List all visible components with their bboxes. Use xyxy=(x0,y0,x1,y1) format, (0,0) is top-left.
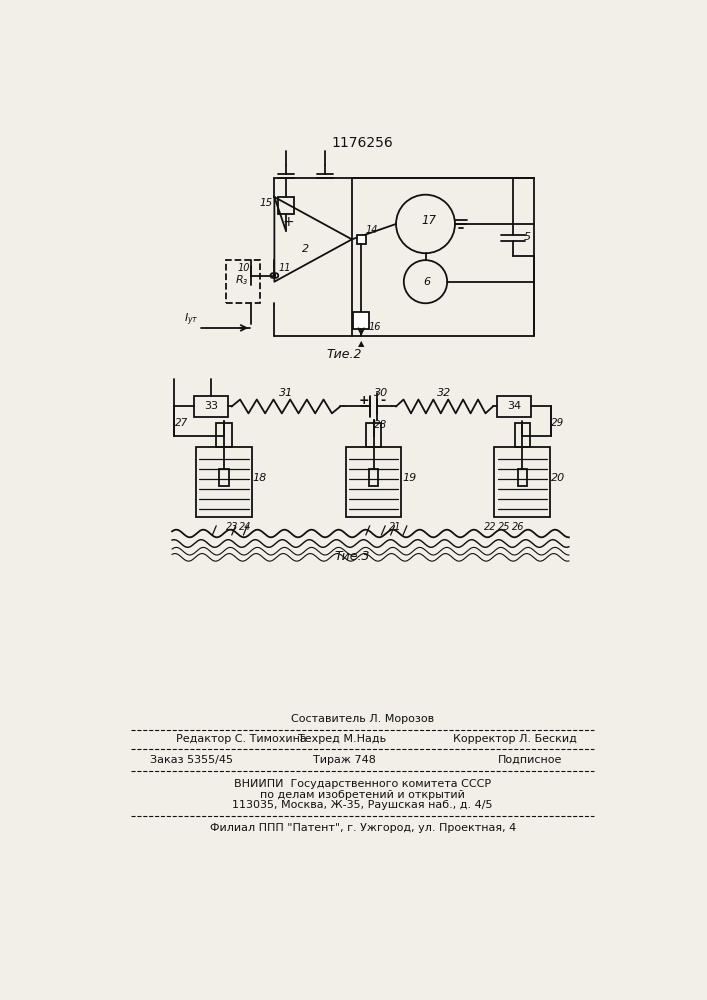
Text: Заказ 5355/45: Заказ 5355/45 xyxy=(151,755,233,765)
Bar xyxy=(369,469,378,486)
Text: Τие.3: Τие.3 xyxy=(334,550,370,563)
Text: 14: 14 xyxy=(366,225,378,235)
Text: 26: 26 xyxy=(511,522,524,532)
Text: +: + xyxy=(359,394,370,407)
Text: Техред М.Надь: Техред М.Надь xyxy=(298,734,386,744)
Text: Корректор Л. Бескид: Корректор Л. Бескид xyxy=(452,734,576,744)
Bar xyxy=(354,312,369,329)
Bar xyxy=(194,396,228,417)
Text: 6: 6 xyxy=(423,277,431,287)
Text: 5: 5 xyxy=(523,232,530,242)
Text: 34: 34 xyxy=(507,401,521,411)
Text: 19: 19 xyxy=(402,473,416,483)
Text: 29: 29 xyxy=(551,418,565,428)
Bar xyxy=(518,469,527,486)
Text: 30: 30 xyxy=(374,388,388,398)
Text: Редактор С. Тимохина: Редактор С. Тимохина xyxy=(176,734,307,744)
Text: Составитель Л. Морозов: Составитель Л. Морозов xyxy=(291,714,434,724)
Text: 16: 16 xyxy=(369,322,381,332)
Text: 20: 20 xyxy=(551,473,565,483)
Text: 113035, Москва, Ж-35, Раушская наб., д. 4/5: 113035, Москва, Ж-35, Раушская наб., д. … xyxy=(233,800,493,810)
Text: 24: 24 xyxy=(240,522,252,532)
Text: 22: 22 xyxy=(484,522,496,532)
Text: 17: 17 xyxy=(422,214,437,227)
Text: Подписное: Подписное xyxy=(498,755,562,765)
Text: +: + xyxy=(283,215,294,229)
Text: Τие.2: Τие.2 xyxy=(327,348,362,361)
Bar xyxy=(346,447,402,517)
Text: 25: 25 xyxy=(498,522,510,532)
Text: 10: 10 xyxy=(237,263,250,273)
Text: $R_з$: $R_з$ xyxy=(235,273,249,287)
Bar xyxy=(216,423,232,447)
Text: -: - xyxy=(380,394,385,407)
Text: Тираж 748: Тираж 748 xyxy=(312,755,375,765)
Text: 1176256: 1176256 xyxy=(332,136,394,150)
Text: 31: 31 xyxy=(279,388,293,398)
Text: 21: 21 xyxy=(389,522,402,532)
Text: 15: 15 xyxy=(260,198,273,208)
Bar xyxy=(196,447,252,517)
Bar xyxy=(494,447,550,517)
Bar xyxy=(497,396,531,417)
Text: 18: 18 xyxy=(252,473,267,483)
Text: по делам изобретений и открытий: по делам изобретений и открытий xyxy=(260,790,465,800)
Bar xyxy=(356,235,366,244)
Text: $I_{ут}$: $I_{ут}$ xyxy=(184,312,199,328)
Bar xyxy=(352,178,534,336)
Bar xyxy=(515,423,530,447)
Text: ▲: ▲ xyxy=(358,339,364,348)
Bar xyxy=(219,469,228,486)
Text: 11: 11 xyxy=(279,263,291,273)
Text: ВНИИПИ  Государственного комитета СССР: ВНИИПИ Государственного комитета СССР xyxy=(234,779,491,789)
Text: 33: 33 xyxy=(204,401,218,411)
Text: 28: 28 xyxy=(374,420,387,430)
Text: Филиал ППП "Патент", г. Ужгород, ул. Проектная, 4: Филиал ППП "Патент", г. Ужгород, ул. Про… xyxy=(209,823,516,833)
Bar xyxy=(366,423,381,447)
Bar xyxy=(279,197,293,214)
Text: 27: 27 xyxy=(175,418,188,428)
Text: 23: 23 xyxy=(226,522,238,532)
Text: 2: 2 xyxy=(302,244,309,254)
Text: 32: 32 xyxy=(438,388,452,398)
Bar xyxy=(226,260,260,303)
